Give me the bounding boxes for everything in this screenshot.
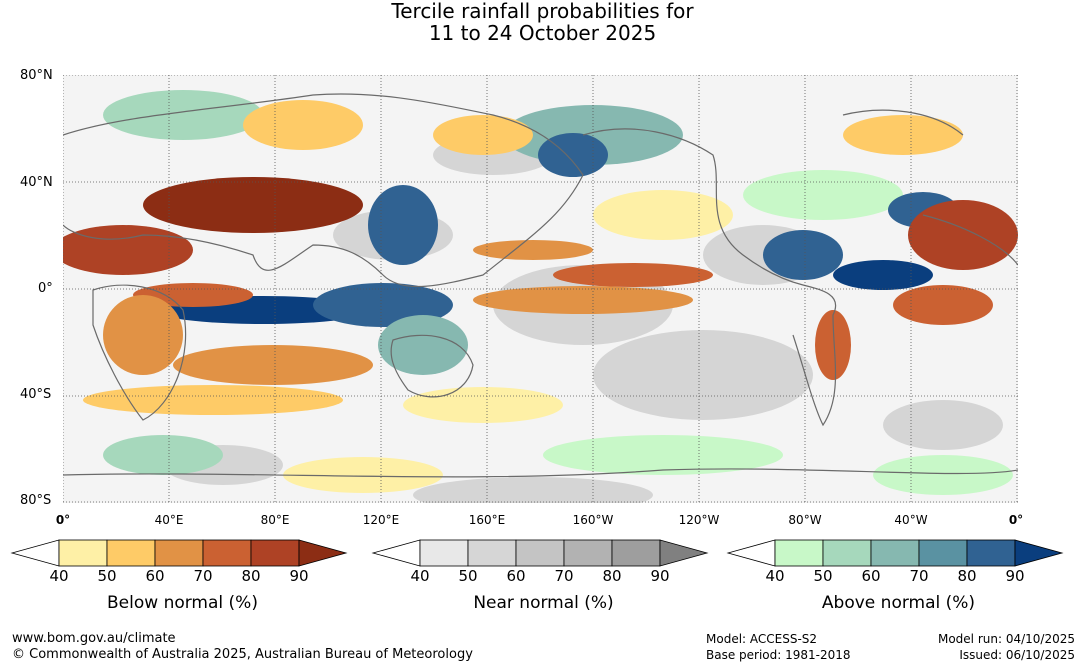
lon-label-80w: 80°W [788,513,822,527]
colorbar-left-extension [371,539,421,567]
above-normal-title: Above normal (%) [821,593,976,613]
lat-label-0: 0° [38,281,53,296]
lat-label-40s: 40°S [20,387,52,402]
colorbar-swatch [822,539,872,567]
colorbar-right-extension [659,539,709,567]
colorbar-tick: 40 [410,567,430,585]
colorbar-tick: 40 [765,567,785,585]
model-name: Model: ACCESS-S2 [706,632,818,646]
lat-label-80s: 80°S [20,493,52,508]
colorbar-tick: 80 [602,567,622,585]
near-normal-colorbar [371,539,709,567]
below-normal-title: Below normal (%) [107,593,258,613]
colorbar-tick: 90 [650,567,670,585]
lon-label-0-west: 0° [55,513,71,527]
colorbar-tick: 50 [458,567,478,585]
lon-label-0-east: 0° [1008,513,1024,527]
colorbar-right-extension [1014,539,1064,567]
colorbar-swatch [966,539,1016,567]
colorbar-tick: 60 [145,567,165,585]
graticule [63,75,1018,503]
colorbar-tick: 80 [241,567,261,585]
colorbar-swatch [774,539,824,567]
lat-label-40n: 40°N [20,175,53,190]
colorbar-swatch [250,539,300,567]
lon-label-80e: 80°E [260,513,290,527]
lon-label-120e: 120°E [362,513,400,527]
colorbar-swatch [563,539,613,567]
title-line-2: 11 to 24 October 2025 [428,21,657,45]
above-normal-colorbar [726,539,1064,567]
lon-label-120w: 120°W [678,513,720,527]
colorbar-swatch [870,539,920,567]
site-url: www.bom.gov.au/climate [12,631,176,646]
colorbar-tick: 60 [861,567,881,585]
colorbar-tick: 60 [506,567,526,585]
colorbar-swatch [154,539,204,567]
colorbar-tick: 70 [909,567,929,585]
colorbar-swatch [467,539,517,567]
lon-label-160w: 160°W [572,513,614,527]
model-run-date: Model run: 04/10/2025 [937,632,1075,646]
colorbar-swatch [515,539,565,567]
base-period: Base period: 1981-2018 [706,648,851,662]
lon-label-160e: 160°E [468,513,506,527]
colorbar-tick: 70 [554,567,574,585]
issued-date: Issued: 06/10/2025 [959,648,1075,662]
colorbar-swatch [106,539,156,567]
chart-title: Tercile rainfall probabilities for 11 to… [0,0,1085,44]
rainfall-probability-map [63,75,1018,503]
colorbar-left-extension [10,539,60,567]
lat-label-80n: 80°N [20,68,53,83]
colorbar-swatch [611,539,661,567]
lon-label-40e: 40°E [154,513,184,527]
colorbar-swatch [202,539,252,567]
colorbar-tick: 50 [813,567,833,585]
colorbar-tick: 90 [1005,567,1025,585]
coastlines [63,93,1018,478]
title-line-1: Tercile rainfall probabilities for [391,0,694,23]
below-normal-areas [63,100,1018,493]
colorbar-right-extension [298,539,348,567]
colorbar-swatch [918,539,968,567]
colorbar-swatch [419,539,469,567]
colorbar-tick: 40 [49,567,69,585]
colorbar-tick: 80 [957,567,977,585]
colorbar-left-extension [726,539,776,567]
colorbar-swatch [58,539,108,567]
near-normal-title: Near normal (%) [473,593,614,613]
colorbar-tick: 50 [97,567,117,585]
copyright: © Commonwealth of Australia 2025, Austra… [12,647,473,662]
colorbar-tick: 90 [289,567,309,585]
lon-label-40w: 40°W [894,513,928,527]
below-normal-colorbar [10,539,348,567]
colorbar-tick: 70 [193,567,213,585]
